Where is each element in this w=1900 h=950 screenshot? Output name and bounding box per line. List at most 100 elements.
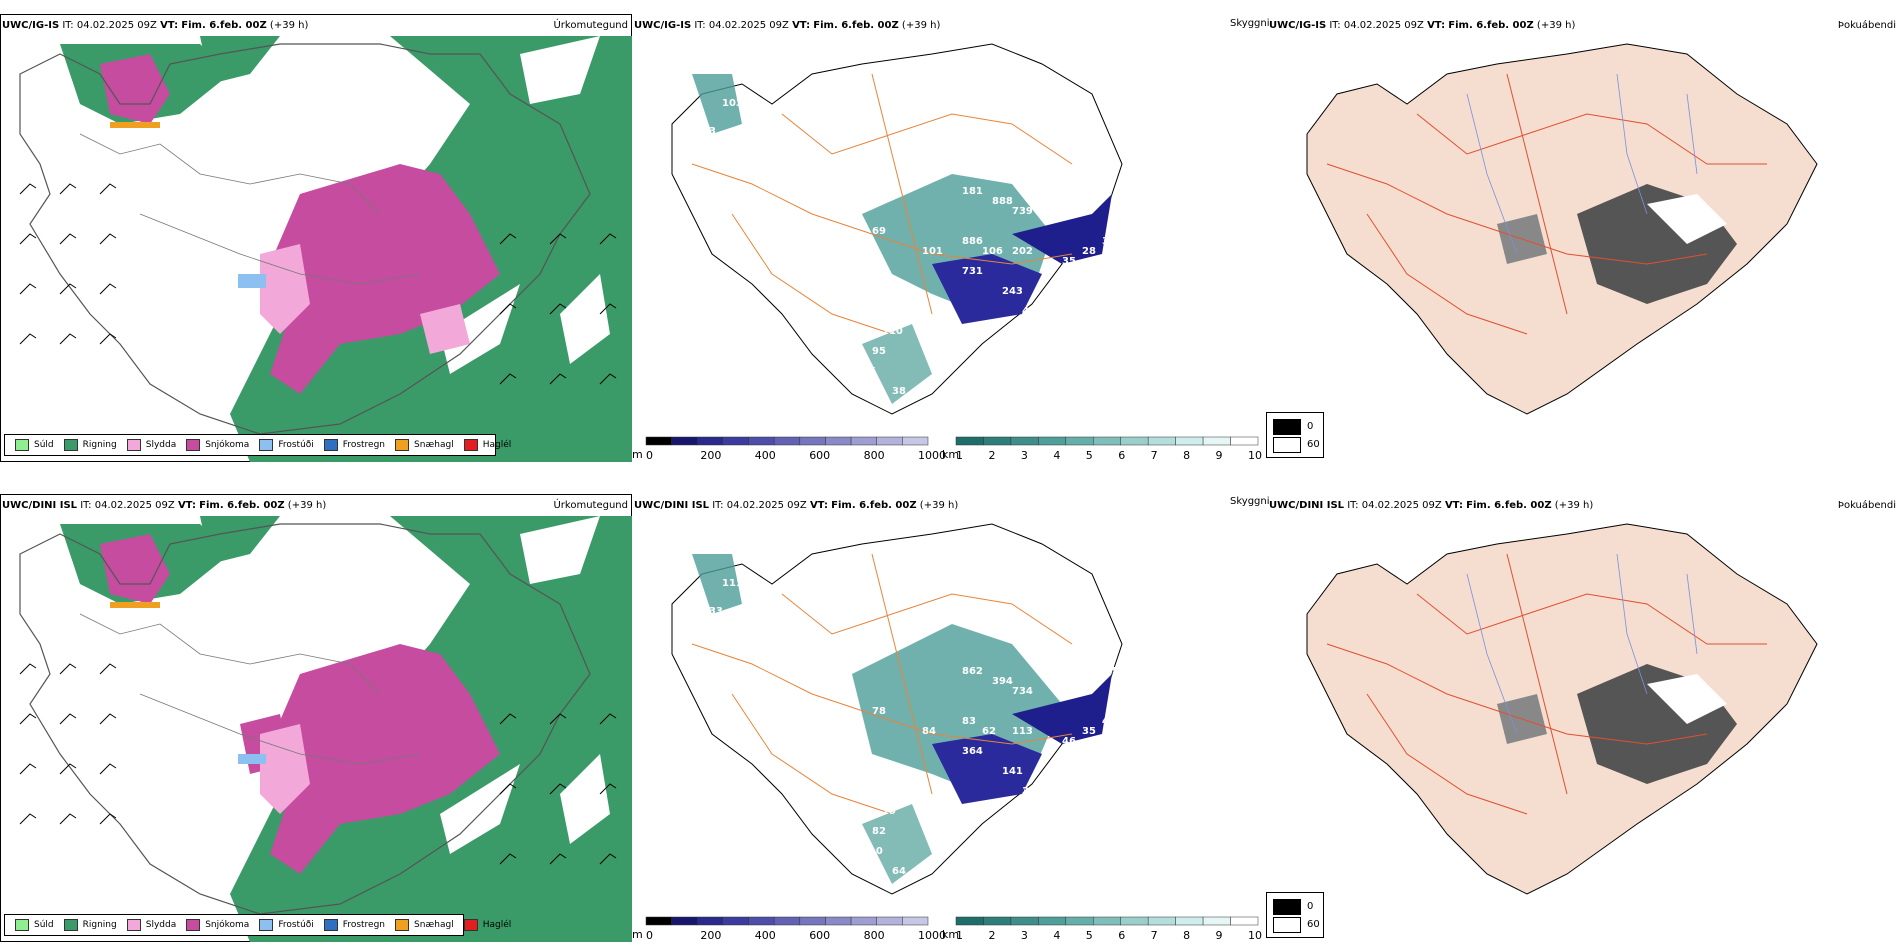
fog-legend-swatch-0 xyxy=(1273,419,1301,435)
scale-segment xyxy=(1120,916,1149,926)
scale-segment xyxy=(645,916,672,926)
scale-tick-label: 4 xyxy=(1053,929,1060,942)
visibility-number-label: 49 xyxy=(1022,306,1036,317)
scale-segment xyxy=(1147,436,1176,446)
visibility-number-label: 28 xyxy=(1082,246,1096,257)
scale-tick-label: 10 xyxy=(1248,929,1262,942)
scale-segment xyxy=(1065,436,1094,446)
scale-segment xyxy=(1175,436,1204,446)
visibility-number-label: 181 xyxy=(962,186,983,197)
scale-tick-label: 600 xyxy=(809,929,830,942)
panel-header: UWC/DINI ISL IT: 04.02.2025 09Z VT: Fim.… xyxy=(1269,500,1594,511)
scale-segment xyxy=(1147,916,1176,926)
legend-swatch xyxy=(259,919,274,931)
legend-item: Slydda xyxy=(126,439,176,451)
visibility-number-label: 135 xyxy=(1132,196,1153,207)
scale-segment xyxy=(697,436,724,446)
valid-time: Fim. 6.feb. 00Z xyxy=(181,20,267,31)
legend-swatch xyxy=(463,919,478,931)
visibility-number-label: 32 xyxy=(1102,236,1116,247)
visibility-number-label: 886 xyxy=(962,236,983,247)
scale-tick-label: 9 xyxy=(1216,449,1223,462)
legend-item: Slydda xyxy=(126,919,176,931)
scale-tick-label: 5 xyxy=(1086,449,1093,462)
scale-segment xyxy=(983,436,1012,446)
scale-segment xyxy=(902,916,929,926)
fog-panel-top: UWC/IG-IS IT: 04.02.2025 09Z VT: Fim. 6.… xyxy=(1267,14,1900,462)
scale-segment xyxy=(722,436,749,446)
legend-swatch xyxy=(186,919,201,931)
lead-time: (+39 h) xyxy=(1536,20,1576,31)
visibility-number-label: 56 xyxy=(1112,666,1126,677)
scale-segment xyxy=(1202,916,1231,926)
scale-tick-label: 5 xyxy=(1086,929,1093,942)
visibility-number-label: 58 xyxy=(1122,216,1136,227)
visibility-number-label: 32 xyxy=(932,816,946,827)
scale-tick-label: 0 xyxy=(646,449,653,462)
scale-tick-label: 600 xyxy=(809,449,830,462)
scale-segment xyxy=(748,916,775,926)
fog-legend-bottom: 0 60 xyxy=(1266,892,1324,938)
precip-type-map xyxy=(0,14,632,462)
visibility-number-label: 30 xyxy=(1132,176,1146,187)
visibility-number-label: 133 xyxy=(702,606,723,617)
visibility-number-label: 111 xyxy=(722,578,743,589)
visibility-number-label: 54 xyxy=(832,236,846,247)
visibility-number-label: 364 xyxy=(962,746,983,757)
fog-legend-top: 0 60 xyxy=(1266,412,1324,458)
panel-header: UWC/DINI ISL IT: 04.02.2025 09Z VT: Fim.… xyxy=(2,500,327,511)
visibility-number-label: 51 xyxy=(862,796,876,807)
visibility-panel-top: UWC/IG-IS IT: 04.02.2025 09Z VT: Fim. 6.… xyxy=(632,14,1270,462)
scale-tick-label: 7 xyxy=(1151,929,1158,942)
scale-tick-label: 0 xyxy=(646,929,653,942)
cloudbase-scale-bottom: 0 200 400 600 800 1000 m xyxy=(632,916,946,942)
scale-tick-label: 10 xyxy=(1248,449,1262,462)
visibility-number-label: 202 xyxy=(1012,246,1033,257)
legend-item: Snjókoma xyxy=(186,439,249,451)
legend-item: Frostúði xyxy=(259,919,314,931)
visibility-number-label: 110 xyxy=(882,326,903,337)
scale-segment xyxy=(902,436,929,446)
scale-tick-label: 8 xyxy=(1183,449,1190,462)
scale-tick-label: 3 xyxy=(1021,929,1028,942)
scale-tick-label: 6 xyxy=(1118,929,1125,942)
scale-tick-label: 800 xyxy=(864,449,885,462)
visibility-number-label: 84 xyxy=(922,726,936,737)
scale-tick-label: 1000 xyxy=(918,449,946,462)
scale-tick-label: 4 xyxy=(1053,449,1060,462)
scale-segment xyxy=(1202,436,1231,446)
lead-time: (+39 h) xyxy=(901,20,941,31)
scale-tick-label: 9 xyxy=(1216,929,1223,942)
scale-segment xyxy=(850,916,877,926)
legend-label: Snæhagl xyxy=(414,440,454,450)
legend-swatch xyxy=(15,439,29,451)
fog-map xyxy=(1306,43,1818,415)
legend-item: Súld xyxy=(15,439,54,451)
legend-item: Snjókoma xyxy=(186,919,249,931)
visibility-number-label: 35 xyxy=(1082,726,1096,737)
panel-title: Úrkomutegund xyxy=(553,500,628,511)
scale-segment xyxy=(1038,436,1067,446)
visibility-number-label: 129 xyxy=(832,716,853,727)
lead-time: (+39 h) xyxy=(287,500,327,511)
legend-label: Snjókoma xyxy=(205,920,250,930)
visibility-number-label: 42 xyxy=(1112,206,1126,217)
panel-title: Úrkomutegund xyxy=(553,20,628,31)
legend-item: Snæhagl xyxy=(395,439,454,451)
visibility-number-label: 65 xyxy=(862,366,876,377)
panel-title: Þokuábendi xyxy=(1837,500,1896,511)
visibility-number-label: 29 xyxy=(1112,686,1126,697)
legend-item: Frostúði xyxy=(259,439,314,451)
legend-swatch xyxy=(323,919,338,931)
model-name: UWC/DINI ISL xyxy=(1269,500,1345,511)
legend-swatch xyxy=(186,439,201,451)
legend-item: Haglél xyxy=(463,439,511,451)
scale-segment xyxy=(671,436,698,446)
init-time: 04.02.2025 09Z xyxy=(76,20,157,31)
scale-segment xyxy=(876,436,903,446)
visibility-number-label: 101 xyxy=(922,246,943,257)
visibility-number-label: 83 xyxy=(962,716,976,727)
fog-legend-swatch-0 xyxy=(1273,899,1301,915)
